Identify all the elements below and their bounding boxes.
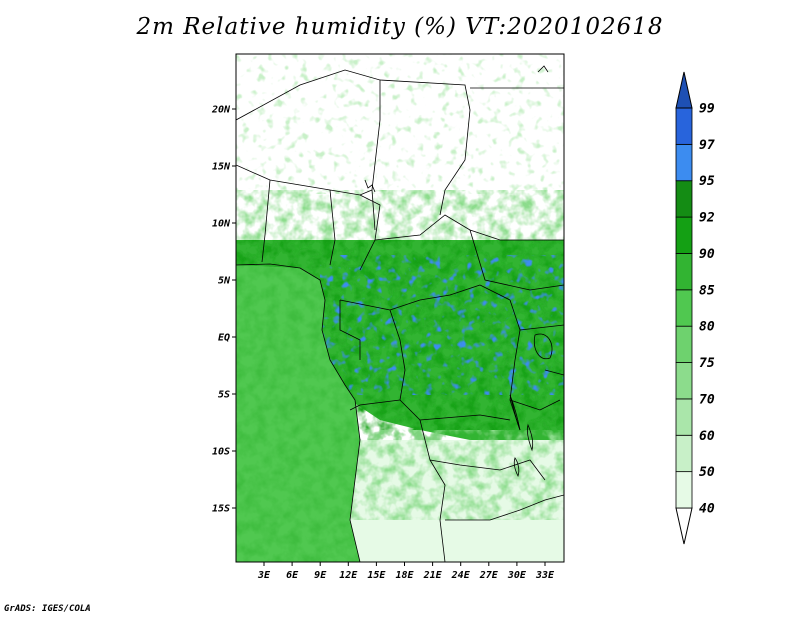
- lat-label: 5S: [218, 390, 230, 401]
- latitude-axis: 20N 15N 10N 5N EQ 5S 10S 15S: [211, 105, 236, 515]
- colorbar-label: 92: [699, 211, 715, 226]
- lon-label: 15E: [367, 570, 386, 581]
- lon-label: 12E: [339, 570, 358, 581]
- colorbar-segment: [675, 325, 693, 363]
- colorbar-label: 95: [699, 174, 715, 189]
- colorbar-segment: [675, 434, 693, 473]
- lon-label: 21E: [423, 570, 443, 581]
- map-title: 2m Relative humidity (%) VT:2020102618: [136, 14, 664, 40]
- colorbar-segment: [675, 180, 693, 218]
- lon-label: 33E: [535, 570, 555, 581]
- country-borders: [236, 69, 564, 562]
- map-frame: [235, 53, 565, 563]
- colorbar-label: 40: [699, 502, 715, 517]
- lon-label: 9E: [314, 570, 327, 581]
- colorbar-low-triangle: [675, 507, 693, 545]
- lakes: [509, 333, 553, 478]
- colorbar-label: 50: [699, 465, 715, 480]
- colorbar-label: 99: [699, 102, 715, 117]
- colorbar-segment: [675, 362, 693, 400]
- colorbar-label: 60: [699, 429, 715, 444]
- lat-label: 15S: [212, 504, 230, 515]
- colorbar-segment: [675, 253, 693, 291]
- longitude-axis: 3E 6E 9E 12E 15E 18E 21E 24E 27E 30E 33E: [257, 562, 555, 581]
- lon-label: 3E: [257, 570, 271, 581]
- colorbar-label: 80: [699, 320, 715, 335]
- colorbar-segment: [675, 289, 693, 327]
- colorbar-label: 70: [699, 392, 715, 407]
- lat-label: 5N: [218, 276, 231, 287]
- colorbar-high-triangle: [675, 71, 693, 109]
- lon-label: 30E: [507, 570, 527, 581]
- lat-label: 10S: [212, 447, 230, 458]
- lat-label: 10N: [212, 219, 231, 230]
- colorbar-label: 75: [699, 356, 715, 371]
- credit-label: GrADS: IGES/COLA: [4, 604, 91, 614]
- colorbar-label: 90: [699, 247, 715, 262]
- colorbar-label: 97: [699, 138, 715, 153]
- lon-label: 6E: [286, 570, 299, 581]
- colorbar-segment: [675, 143, 693, 182]
- colorbar-segment: [675, 216, 693, 254]
- colorbar-segment: [675, 107, 693, 145]
- lon-label: 24E: [451, 570, 471, 581]
- colorbar-segment: [675, 398, 693, 436]
- lon-label: 18E: [395, 570, 414, 581]
- lat-label: 15N: [212, 162, 231, 173]
- humidity-field: [236, 54, 564, 562]
- lat-label: EQ: [218, 333, 230, 344]
- colorbar-segment: [675, 471, 693, 509]
- lat-label: 20N: [211, 105, 231, 116]
- colorbar-label: 85: [699, 283, 715, 298]
- lon-label: 27E: [479, 570, 499, 581]
- colorbar: 40 50 60 70 75 80 85 90 92 95 97 99: [675, 71, 715, 545]
